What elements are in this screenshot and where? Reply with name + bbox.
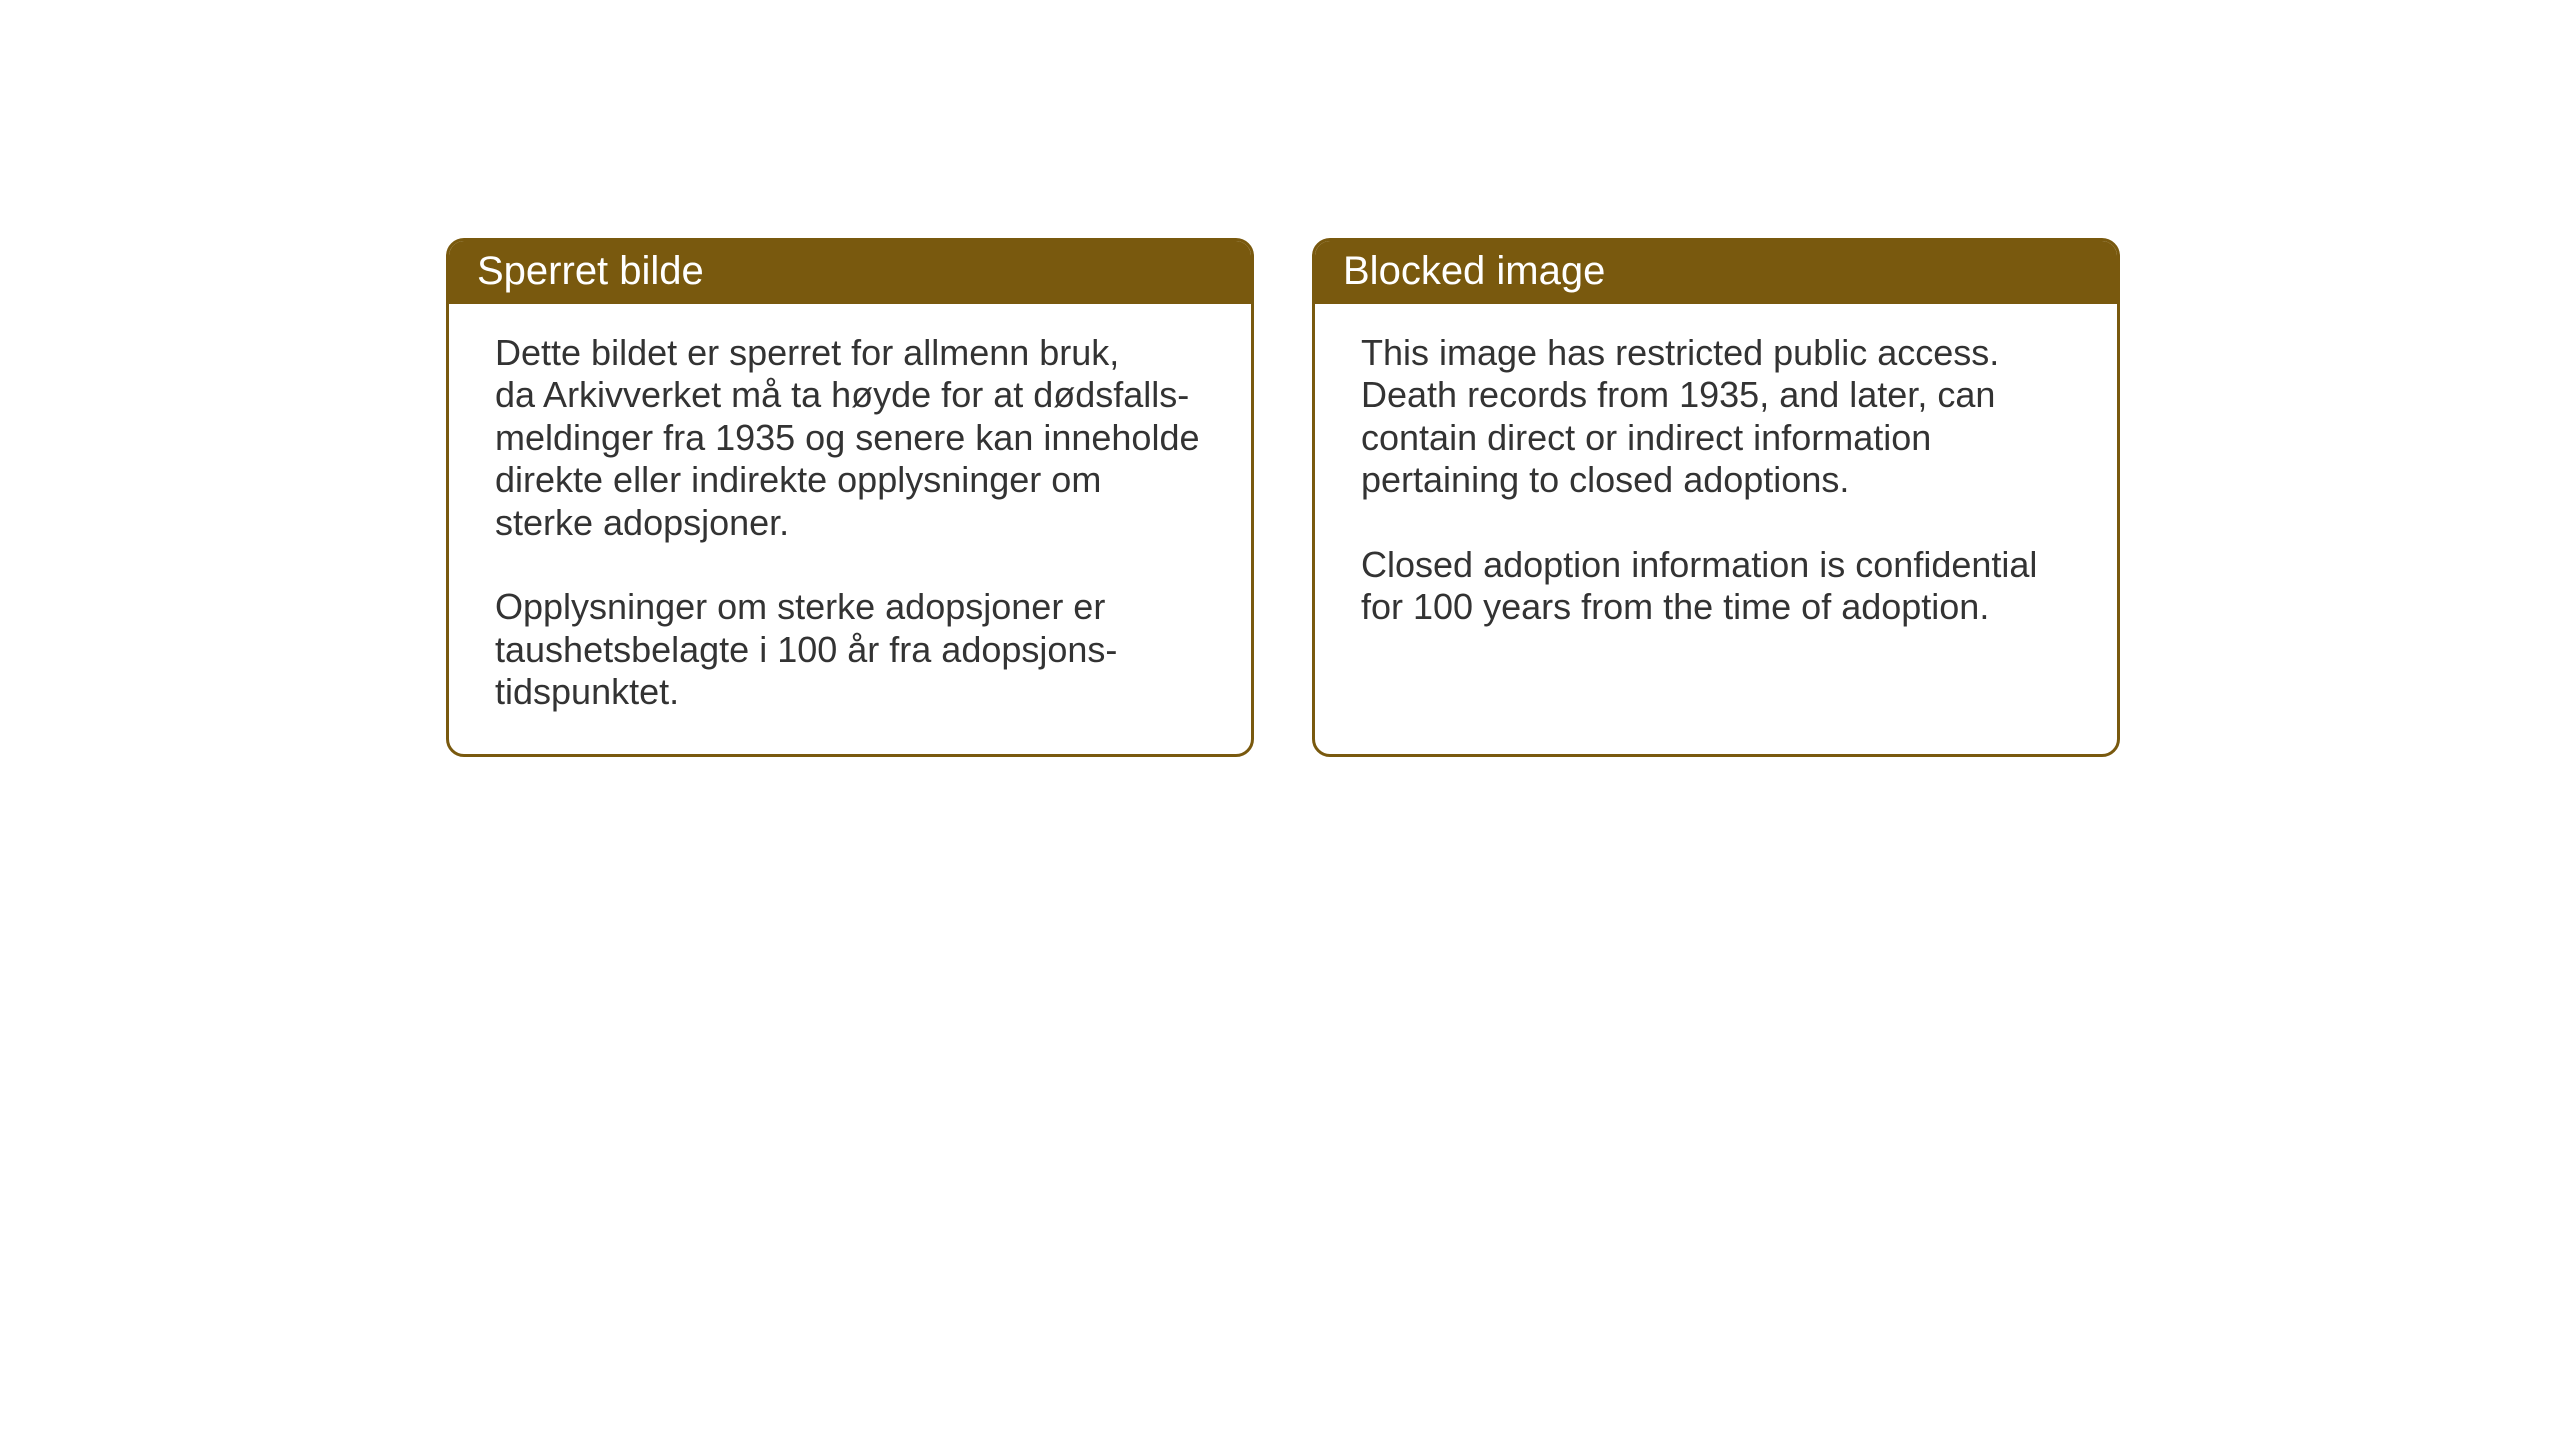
notice-card-norwegian: Sperret bilde Dette bildet er sperret fo… [446, 238, 1254, 757]
card-title: Blocked image [1343, 249, 1605, 293]
card-header: Sperret bilde [449, 241, 1251, 304]
notice-card-english: Blocked image This image has restricted … [1312, 238, 2120, 757]
card-body: This image has restricted public access.… [1315, 304, 2117, 669]
card-paragraph: Dette bildet er sperret for allmenn bruk… [495, 332, 1205, 544]
card-header: Blocked image [1315, 241, 2117, 304]
card-paragraph: Closed adoption information is confident… [1361, 544, 2071, 629]
notice-cards-container: Sperret bilde Dette bildet er sperret fo… [446, 238, 2120, 757]
card-title: Sperret bilde [477, 249, 704, 293]
card-paragraph: Opplysninger om sterke adopsjoner er tau… [495, 586, 1205, 713]
card-body: Dette bildet er sperret for allmenn bruk… [449, 304, 1251, 754]
card-paragraph: This image has restricted public access.… [1361, 332, 2071, 502]
